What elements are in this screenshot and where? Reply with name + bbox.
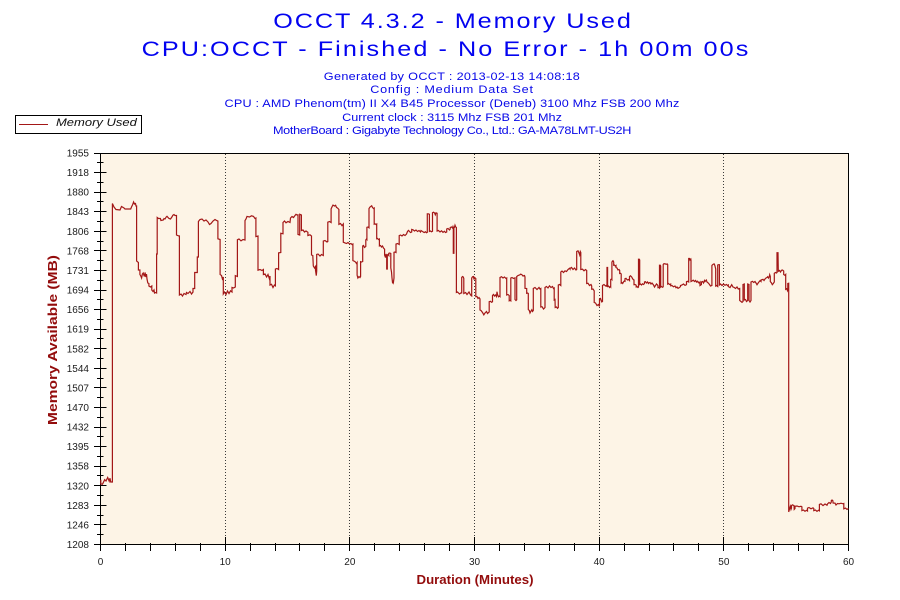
svg-text:1768: 1768	[67, 246, 90, 257]
svg-text:30: 30	[469, 557, 481, 568]
svg-text:1246: 1246	[67, 520, 90, 531]
svg-text:1283: 1283	[67, 501, 90, 512]
svg-text:1208: 1208	[67, 540, 90, 551]
svg-text:1544: 1544	[67, 364, 90, 375]
svg-text:20: 20	[344, 557, 356, 568]
svg-text:1843: 1843	[67, 207, 90, 218]
svg-text:1656: 1656	[67, 305, 90, 316]
svg-text:1731: 1731	[67, 266, 90, 277]
svg-text:1320: 1320	[67, 481, 90, 492]
svg-text:Duration (Minutes): Duration (Minutes)	[417, 572, 534, 587]
svg-text:10: 10	[220, 557, 232, 568]
svg-text:1806: 1806	[67, 227, 90, 238]
svg-text:50: 50	[718, 557, 730, 568]
svg-text:1955: 1955	[67, 149, 90, 160]
svg-text:1358: 1358	[67, 462, 90, 473]
svg-text:40: 40	[594, 557, 606, 568]
svg-text:1694: 1694	[67, 286, 90, 297]
svg-text:1880: 1880	[67, 188, 90, 199]
svg-text:1619: 1619	[67, 325, 90, 336]
svg-text:0: 0	[98, 557, 104, 568]
svg-text:1918: 1918	[67, 168, 90, 179]
svg-text:Memory Available (MB): Memory Available (MB)	[45, 255, 60, 425]
svg-text:1470: 1470	[67, 403, 90, 414]
svg-text:1582: 1582	[67, 344, 90, 355]
svg-text:1507: 1507	[67, 383, 90, 394]
svg-text:1432: 1432	[67, 423, 90, 434]
svg-text:60: 60	[843, 557, 855, 568]
svg-text:1395: 1395	[67, 442, 90, 453]
